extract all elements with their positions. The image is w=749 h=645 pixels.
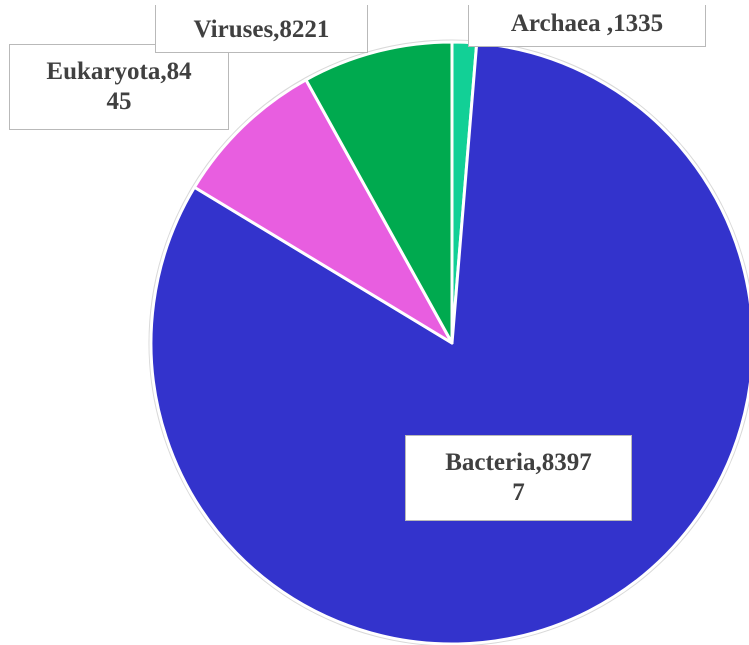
data-label-viruses-text: Viruses,8221 bbox=[193, 16, 330, 43]
data-label-archaea: Archaea ,1335 bbox=[468, 5, 706, 47]
pie-slice-eukaryota bbox=[192, 78, 454, 345]
data-label-viruses: Viruses,8221 bbox=[155, 5, 368, 53]
data-label-archaea-text: Archaea ,1335 bbox=[510, 10, 664, 37]
data-label-bacteria: Bacteria,8397 7 bbox=[405, 435, 632, 521]
data-label-bacteria-text: Bacteria,8397 7 bbox=[445, 449, 592, 506]
data-label-eukaryota: Eukaryota,84 45 bbox=[9, 44, 229, 130]
pie-slice-viruses bbox=[304, 40, 454, 345]
data-label-eukaryota-text: Eukaryota,84 45 bbox=[46, 58, 192, 115]
